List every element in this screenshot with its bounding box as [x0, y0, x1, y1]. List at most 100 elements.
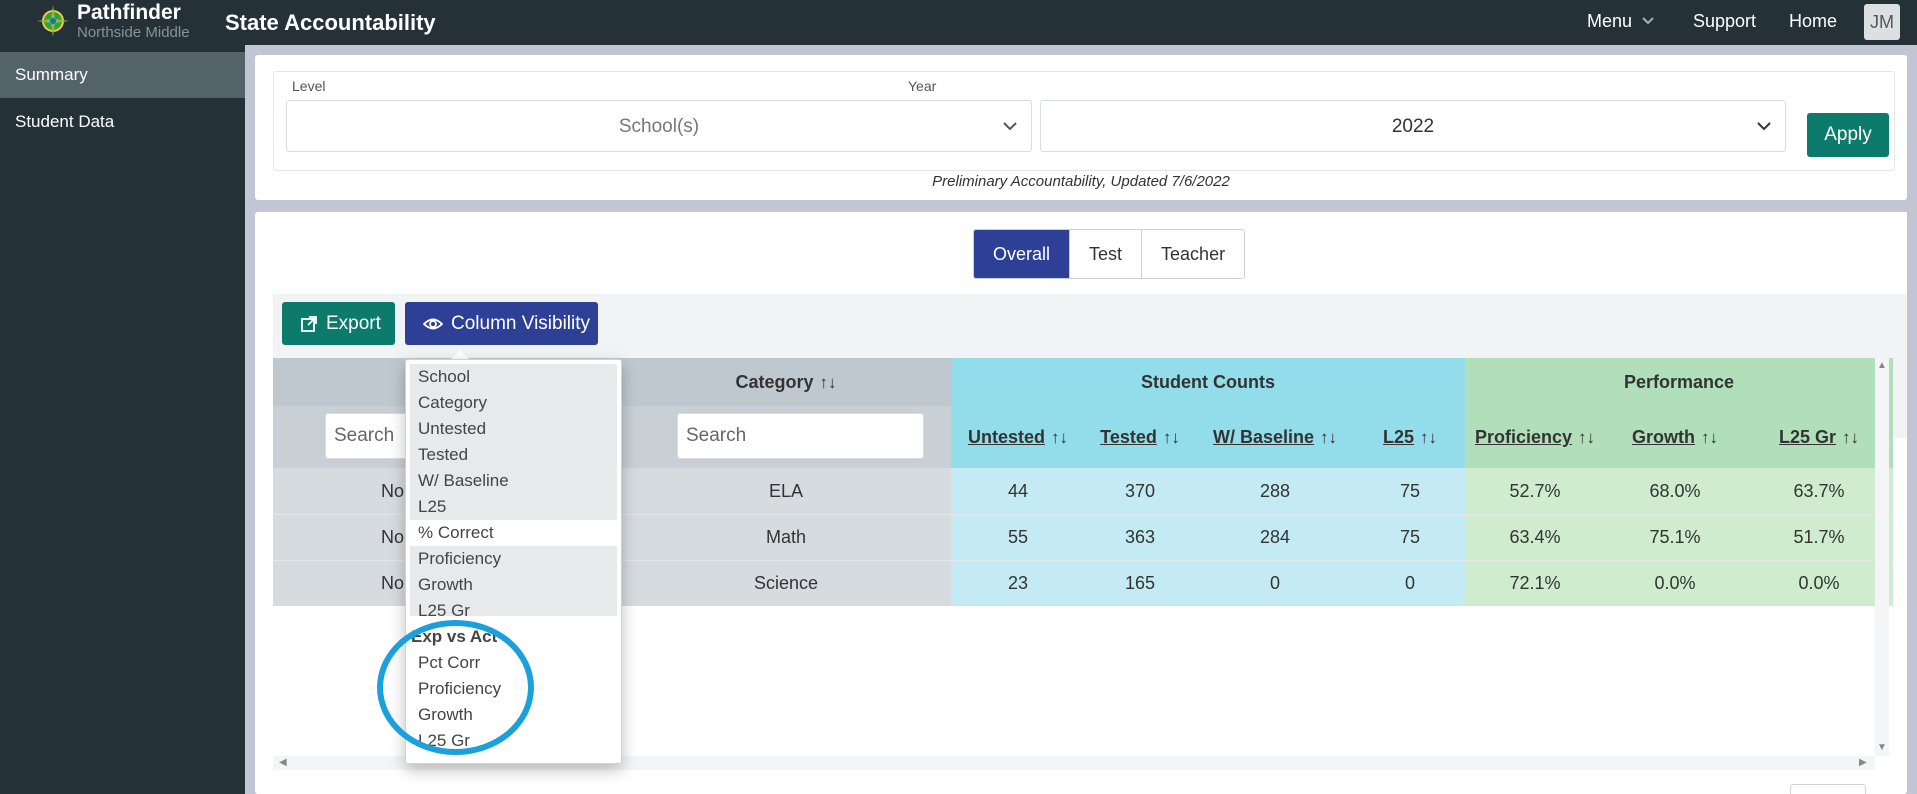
tab-teacher[interactable]: Teacher: [1142, 230, 1245, 278]
school-name: Northside Middle: [77, 24, 190, 41]
table-cell-growth: 75.1%: [1605, 514, 1745, 560]
scroll-right-icon[interactable]: ▶: [1859, 757, 1867, 768]
tabs-band: Overall Test Teacher: [273, 212, 1907, 294]
brand-name[interactable]: Pathfinder: [77, 1, 181, 24]
table-cell-w-baseline: 0: [1195, 560, 1355, 606]
l25-column-header[interactable]: L25 ↑↓: [1355, 406, 1465, 468]
category-header[interactable]: Category ↑↓: [621, 358, 951, 406]
user-avatar[interactable]: JM: [1864, 4, 1900, 40]
scroll-up-icon[interactable]: ▲: [1877, 360, 1887, 371]
column-toggle-pct-correct[interactable]: % Correct: [418, 523, 494, 542]
column-toggle-proficiency[interactable]: Proficiency: [410, 546, 617, 572]
tab-overall[interactable]: Overall: [974, 230, 1071, 278]
proficiency-column-header[interactable]: Proficiency ↑↓: [1465, 406, 1605, 468]
sort-icon[interactable]: ↑↓: [1701, 428, 1718, 447]
tested-column-header[interactable]: Tested ↑↓: [1085, 406, 1195, 468]
growth-column-header[interactable]: Growth ↑↓: [1605, 406, 1745, 468]
l25-gr-header-label: L25 Gr: [1778, 427, 1837, 447]
table-cell-untested: 44: [951, 468, 1085, 514]
table-cell-l25-gr: 63.7%: [1745, 468, 1893, 514]
level-label: Level: [292, 78, 326, 94]
sort-icon[interactable]: ↑↓: [819, 373, 837, 392]
external-link-icon: [301, 315, 317, 332]
column-visibility-label: Column Visibility: [451, 313, 591, 334]
filter-panel: Level School(s) Year 2022: [273, 71, 1895, 171]
pagination-control[interactable]: [1790, 784, 1866, 794]
growth-header-label: Growth: [1632, 427, 1695, 447]
sidebar-item-summary[interactable]: Summary: [0, 52, 245, 98]
table-cell-w-baseline: 288: [1195, 468, 1355, 514]
column-visibility-button[interactable]: Column Visibility: [405, 302, 598, 345]
table-cell-l25-gr: 51.7%: [1745, 514, 1893, 560]
filter-card: Level School(s) Year 2022 Apply Prelimin…: [255, 55, 1907, 200]
table-cell-growth: 68.0%: [1605, 468, 1745, 514]
table-cell-untested: 55: [951, 514, 1085, 560]
eye-icon: [423, 318, 443, 329]
w-baseline-column-header[interactable]: W/ Baseline ↑↓: [1195, 406, 1355, 468]
chevron-down-icon: [1757, 122, 1771, 131]
table-cell-proficiency: 72.1%: [1465, 560, 1605, 606]
nav-support[interactable]: Support: [1693, 11, 1757, 31]
update-note: Preliminary Accountability, Updated 7/6/…: [932, 173, 1230, 190]
column-toggle-tested[interactable]: Tested: [410, 442, 617, 468]
column-toggle-untested[interactable]: Untested: [410, 416, 617, 442]
column-toggle-category[interactable]: Category: [410, 390, 617, 416]
level-select[interactable]: School(s): [286, 100, 1032, 152]
tab-test[interactable]: Test: [1070, 230, 1143, 278]
table-cell-category: Math: [621, 514, 951, 560]
sidebar: Summary Student Data: [0, 45, 245, 794]
table-cell-l25-gr: 0.0%: [1745, 560, 1893, 606]
column-toggle-school[interactable]: School: [410, 364, 617, 390]
category-header-label: Category: [735, 372, 814, 392]
table-cell-tested: 165: [1085, 560, 1195, 606]
sort-icon[interactable]: ↑↓: [1842, 428, 1860, 447]
performance-header: Performance: [1465, 358, 1893, 406]
sort-icon[interactable]: ↑↓: [1162, 428, 1180, 447]
sort-icon[interactable]: ↑↓: [1578, 428, 1596, 447]
sort-icon[interactable]: ↑↓: [1051, 428, 1068, 447]
student-counts-header: Student Counts: [951, 358, 1465, 406]
annotation-circle: [377, 620, 534, 755]
horizontal-scrollbar[interactable]: ◀ ▶: [273, 756, 1875, 770]
export-label: Export: [326, 313, 381, 334]
untested-header-label: Untested: [967, 427, 1045, 447]
table-cell-category: Science: [621, 560, 951, 606]
chevron-down-icon[interactable]: [1640, 12, 1656, 28]
column-toggle-l25[interactable]: L25: [410, 494, 617, 520]
column-toggle-growth[interactable]: Growth: [410, 572, 617, 598]
nav-menu[interactable]: Menu: [1587, 11, 1633, 31]
year-select[interactable]: 2022: [1040, 100, 1786, 152]
table-cell-untested: 23: [951, 560, 1085, 606]
table-cell-proficiency: 63.4%: [1465, 514, 1605, 560]
nav-home[interactable]: Home: [1789, 11, 1838, 31]
table-cell-proficiency: 52.7%: [1465, 468, 1605, 514]
export-button[interactable]: Export: [282, 302, 395, 345]
year-label: Year: [908, 78, 937, 94]
table-cell-tested: 370: [1085, 468, 1195, 514]
tested-header-label: Tested: [1100, 427, 1157, 447]
column-toggle-w-baseline[interactable]: W/ Baseline: [410, 468, 617, 494]
vertical-scrollbar[interactable]: ▲ ▼: [1875, 358, 1889, 756]
table-cell-w-baseline: 284: [1195, 514, 1355, 560]
apply-button[interactable]: Apply: [1807, 113, 1889, 157]
l25-header-label: L25: [1382, 427, 1415, 447]
scroll-down-icon[interactable]: ▼: [1877, 742, 1887, 753]
category-search-input[interactable]: Search: [677, 413, 924, 459]
year-select-value: 2022: [1391, 116, 1435, 137]
level-select-value: School(s): [618, 116, 700, 137]
column-toggle-l25-gr[interactable]: L25 Gr: [410, 598, 617, 616]
scroll-left-icon[interactable]: ◀: [279, 757, 287, 768]
sort-icon[interactable]: ↑↓: [1320, 428, 1338, 447]
sort-icon[interactable]: ↑↓: [1420, 428, 1438, 447]
table-cell-l25: 75: [1355, 514, 1465, 560]
untested-column-header[interactable]: Untested ↑↓: [951, 406, 1085, 468]
table-cell-tested: 363: [1085, 514, 1195, 560]
app-title: State Accountability: [225, 10, 436, 35]
l25-gr-column-header[interactable]: L25 Gr ↑↓: [1745, 406, 1893, 468]
compass-logo-icon: [37, 5, 69, 37]
dropdown-caret: [450, 350, 470, 360]
sidebar-item-student-data[interactable]: Student Data: [15, 112, 115, 131]
row-divider: [273, 560, 1893, 561]
row-divider: [273, 514, 1893, 515]
table-cell-l25: 0: [1355, 560, 1465, 606]
